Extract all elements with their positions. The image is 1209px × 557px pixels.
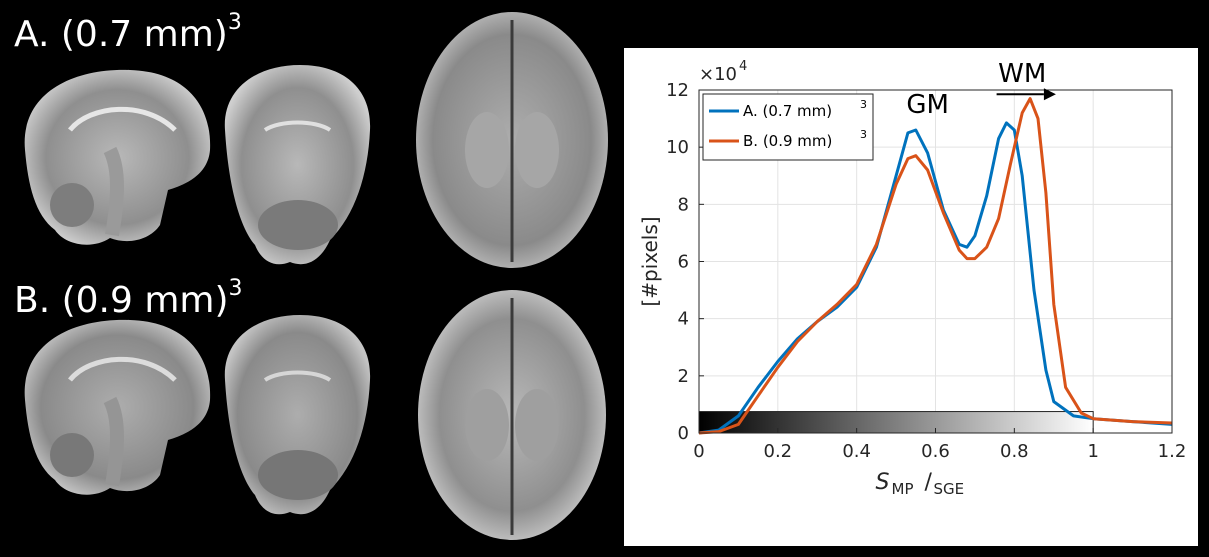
gm-annotation: GM bbox=[906, 90, 949, 120]
coronal-slice-a bbox=[224, 65, 371, 265]
sagittal-slice-a bbox=[24, 69, 211, 245]
wm-arrow bbox=[996, 88, 1056, 101]
histogram-chart: 0 0.2 0.4 0.6 0.8 1 1.2 0 2 4 6 8 10 12 ×10 4 [#pixel… bbox=[624, 48, 1198, 546]
series-line-b bbox=[698, 97, 1173, 435]
y-tick-label: 0 bbox=[678, 423, 689, 444]
axial-slice-a bbox=[416, 12, 608, 268]
panel-label-b-exponent: 3 bbox=[228, 276, 243, 301]
x-axis-label-sub-mp: MP bbox=[892, 480, 914, 498]
histogram-svg: 0 0.2 0.4 0.6 0.8 1 1.2 0 2 4 6 8 10 12 ×10 4 [#pixel… bbox=[638, 59, 1186, 498]
x-axis-label-sub-sge: SGE bbox=[934, 480, 965, 498]
sagittal-slice-b bbox=[24, 319, 211, 495]
y-tick-label: 10 bbox=[666, 137, 689, 158]
grayscale-colorbar bbox=[698, 411, 1094, 434]
coronal-slice-b bbox=[224, 315, 371, 515]
wm-annotation: WM bbox=[998, 59, 1046, 89]
panel-label-b: B. (0.9 mm)3 bbox=[14, 276, 243, 321]
wm-arrow-head bbox=[1043, 88, 1056, 101]
x-axis-label-slash: / bbox=[925, 470, 933, 495]
legend-box bbox=[702, 93, 874, 161]
series-lines bbox=[698, 97, 1173, 435]
y-multiplier-exponent: 4 bbox=[739, 59, 747, 74]
x-tick-label: 0.8 bbox=[1000, 441, 1029, 462]
y-tick-label: 6 bbox=[678, 252, 689, 273]
x-axis-label-main: S bbox=[876, 470, 890, 495]
x-tick-label: 0.6 bbox=[921, 441, 950, 462]
panel-label-a-exponent: 3 bbox=[227, 10, 242, 35]
axial-slice-b bbox=[418, 290, 606, 540]
x-tick-label: 0 bbox=[693, 441, 704, 462]
legend-label-b-exponent: 3 bbox=[860, 128, 867, 141]
x-axis-label: S MP / SGE bbox=[876, 470, 965, 498]
mri-slices bbox=[24, 12, 608, 540]
legend-label-b: B. (0.9 mm) bbox=[743, 132, 832, 150]
x-tick-label: 1 bbox=[1087, 441, 1098, 462]
x-tick-label: 0.4 bbox=[842, 441, 871, 462]
series-line-a bbox=[698, 121, 1173, 435]
axis-ticks: 0 0.2 0.4 0.6 0.8 1 1.2 0 2 4 6 8 10 12 bbox=[666, 80, 1186, 462]
y-tick-label: 12 bbox=[666, 80, 689, 101]
y-multiplier: ×10 bbox=[699, 64, 737, 85]
y-axis-label: [#pixels] bbox=[638, 216, 662, 306]
panel-label-a-text: A. (0.7 mm) bbox=[14, 14, 228, 55]
legend: A. (0.7 mm) 3 B. (0.9 mm) 3 bbox=[702, 93, 874, 161]
x-tick-label: 0.2 bbox=[764, 441, 793, 462]
panel-label-a: A. (0.7 mm)3 bbox=[14, 10, 242, 55]
legend-label-a: A. (0.7 mm) bbox=[743, 102, 832, 120]
panel-label-b-text: B. (0.9 mm) bbox=[14, 280, 229, 321]
y-tick-label: 2 bbox=[678, 366, 689, 387]
y-tick-label: 8 bbox=[678, 194, 689, 215]
legend-label-a-exponent: 3 bbox=[860, 98, 867, 111]
x-tick-label: 1.2 bbox=[1158, 441, 1187, 462]
y-tick-label: 4 bbox=[678, 309, 689, 330]
